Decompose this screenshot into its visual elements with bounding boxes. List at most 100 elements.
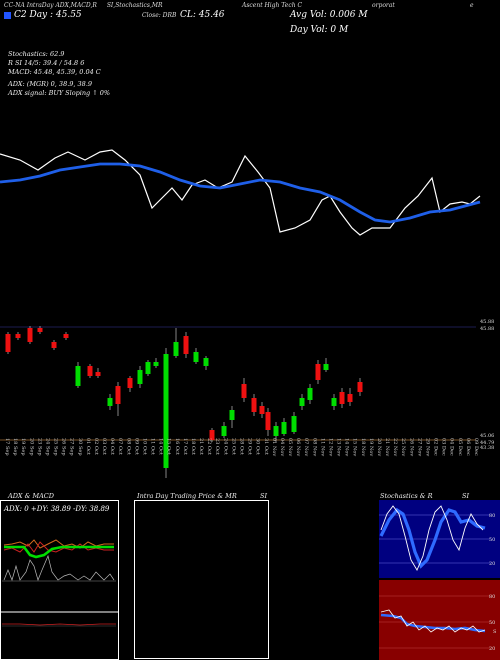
stoch-level-50: 50 (489, 537, 495, 543)
price-line (0, 149, 481, 236)
header-indicators: SI,Stochastics,MR (106, 2, 163, 9)
stochastics-si-label: SI (462, 492, 470, 500)
macd-readout: MACD: 45.48, 45.39, 0.04 C (8, 68, 101, 76)
date-tick-label: 18 Sep (12, 438, 18, 456)
chart-header-line1: CC-NA IntraDay ADX,MACD,R SI,Stochastics… (4, 2, 163, 9)
rsi-level-50: 50 (489, 620, 495, 626)
price-axis-low2: 44.79 (480, 440, 494, 446)
date-tick-label: 02 Oct (93, 438, 99, 455)
date-tick-label: 26 Sep (61, 438, 67, 456)
stoch-d-line (379, 507, 486, 569)
candle-down (15, 334, 21, 338)
date-tick-label: 08 Nov (311, 438, 317, 456)
candle-down (241, 384, 247, 398)
date-tick-label: 09 Dec (473, 438, 479, 456)
avg-volume: Avg Vol: 0.006 M (290, 10, 368, 20)
price-axis-top: 45.88 (480, 319, 494, 325)
candle-down (115, 386, 121, 404)
candle-down (127, 378, 133, 388)
date-tick-label: 15 Nov (352, 438, 358, 456)
date-tick-label: 25 Sep (53, 438, 59, 456)
date-tick-label: 05 Dec (457, 438, 463, 456)
date-tick-label: 27 Sep (69, 438, 75, 456)
date-tick-label: 11 Oct (150, 438, 156, 455)
date-tick-label: 26 Nov (408, 438, 414, 456)
rsi-white-line (380, 609, 486, 633)
lower-red-line (2, 623, 116, 626)
date-tick-label: 30 Oct (255, 438, 261, 455)
candle-up (137, 370, 143, 384)
date-tick-label: 06 Nov (295, 438, 301, 456)
date-tick-label: 13 Nov (336, 438, 342, 456)
candle-down (265, 412, 271, 430)
candle-up (153, 362, 159, 366)
date-tick-label: 19 Nov (368, 438, 374, 456)
candle-up (193, 352, 199, 362)
header-title: CC-NA IntraDay ADX,MACD,R (4, 2, 97, 9)
candle-down (315, 364, 321, 380)
date-tick-label: 03 Oct (101, 438, 107, 455)
candle-down (95, 372, 101, 376)
stochastics-readout: Stochastics: 62.9 (8, 50, 65, 58)
candle-up (203, 358, 209, 366)
minus-di-line (3, 541, 114, 553)
date-tick-label: 07 Nov (303, 438, 309, 456)
date-tick-label: 28 Oct (239, 438, 245, 455)
candle-up (145, 362, 151, 374)
date-tick-label: 21 Nov (384, 438, 390, 456)
date-tick-label: 17 Sep (4, 438, 10, 456)
candle-down (339, 392, 345, 404)
date-tick-label: 27 Nov (416, 438, 422, 456)
candle-up (291, 416, 297, 432)
candle-down (27, 328, 33, 342)
adx-values-readout: ADX: 0 +DY: 38.89 -DY: 38.89 (3, 505, 110, 513)
company-name-tail: orporat (372, 2, 395, 9)
adx-macd-panel: ADX: 0 +DY: 38.89 -DY: 38.89 (0, 500, 119, 660)
stoch-level-80: 80 (489, 513, 495, 519)
date-axis: 17 Sep 18 Sep 19 Sep 20 Sep 23 Sep 24 Sep 25 S… (4, 438, 479, 456)
candle-down (51, 342, 57, 348)
date-tick-label: 17 Oct (182, 438, 188, 455)
date-tick-label: 02 Dec (433, 438, 439, 456)
candle-down (37, 328, 43, 332)
blue-legend-swatch (4, 12, 11, 19)
intraday-panel (134, 500, 269, 659)
candle-up (173, 342, 179, 356)
date-tick-label: 22 Nov (392, 438, 398, 456)
date-tick-label: 08 Oct (125, 438, 131, 455)
date-tick-label: 04 Dec (449, 438, 455, 456)
macd-white-lines (3, 554, 115, 582)
date-tick-label: 11 Nov (319, 438, 325, 456)
date-tick-label: 14 Nov (344, 438, 350, 456)
date-tick-label: 10 Oct (141, 438, 147, 455)
candle-up (107, 398, 113, 406)
candle-down (347, 394, 353, 402)
date-tick-label: 25 Nov (400, 438, 406, 456)
date-tick-label: 18 Nov (360, 438, 366, 456)
date-tick-label: 21 Oct (198, 438, 204, 455)
date-tick-label: 16 Oct (174, 438, 180, 455)
candle-down (87, 366, 93, 376)
rsi-level-80: 80 (489, 594, 495, 600)
date-tick-label: 24 Sep (44, 438, 50, 456)
date-tick-label: 19 Sep (20, 438, 26, 456)
day-price: C2 Day : 45.55 (14, 10, 82, 20)
date-tick-label: 30 Sep (77, 438, 83, 456)
date-tick-label: 03 Dec (441, 438, 447, 456)
date-tick-label: 01 Oct (85, 438, 91, 455)
date-tick-label: 25 Oct (230, 438, 236, 455)
day-volume: Day Vol: 0 M (290, 25, 349, 35)
date-tick-label: 22 Oct (206, 438, 212, 455)
moving-average-line (0, 162, 481, 224)
stoch-k-line (380, 505, 484, 571)
company-name: Ascent High Tech C (242, 2, 303, 9)
candle-up (221, 426, 227, 436)
date-tick-label: 06 Dec (465, 438, 471, 456)
date-tick-label: 20 Nov (376, 438, 382, 456)
price-axis-low3: 43.38 (480, 445, 494, 451)
date-tick-label: 09 Oct (133, 438, 139, 455)
candle-up (229, 410, 235, 420)
candle-up (323, 364, 329, 370)
candle-down (183, 336, 189, 354)
candle-up (75, 366, 81, 386)
